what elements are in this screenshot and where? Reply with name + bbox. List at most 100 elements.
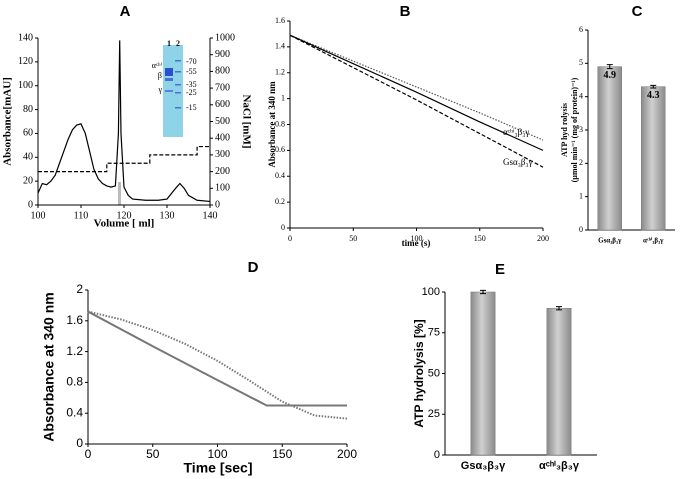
gel-band	[165, 68, 173, 76]
series-label: Gsα₃β₃γ	[503, 157, 533, 167]
y-tick-label: 0	[28, 199, 33, 210]
bar	[597, 66, 622, 231]
y-tick-label: 75	[428, 327, 440, 339]
y2-tick-label: 900	[215, 49, 230, 60]
y2-tick-label: 800	[215, 66, 230, 77]
x-tick-label: Gsα₃β₃γ	[598, 237, 622, 245]
x-tick-label: 140	[203, 210, 218, 221]
y-tick-label: 0	[76, 436, 83, 450]
y-tick-label: 20	[23, 175, 33, 186]
x-tick-label: 150	[474, 234, 486, 243]
y-tick-label: 0	[281, 223, 285, 232]
panel-label: A	[120, 3, 131, 20]
panel-label: B	[400, 3, 411, 20]
gel-marker-label: -70	[186, 57, 197, 66]
y-tick-label: 1.2	[275, 68, 285, 77]
y2-tick-label: 200	[215, 166, 230, 177]
y-tick-label: 0.8	[66, 375, 83, 389]
y-tick-label: 60	[23, 128, 33, 139]
panel-label: E	[495, 261, 505, 278]
x-tick-label: 100	[31, 210, 46, 221]
x-axis-label: time (s)	[402, 238, 431, 248]
error-bar	[480, 289, 486, 295]
y2-tick-label: 100	[215, 183, 230, 194]
y-tick-label: 0.4	[66, 405, 83, 419]
y-tick-label: 50	[428, 367, 440, 379]
panel-label: D	[248, 259, 259, 276]
gel-marker-label: -55	[186, 67, 197, 76]
y-tick-label: 40	[23, 152, 33, 163]
y-tick-label: 1.2	[66, 344, 83, 358]
y2-tick-label: 600	[215, 99, 230, 110]
series-line	[87, 310, 348, 420]
y-tick-label: 140	[18, 32, 33, 43]
y-tick-label: 25	[428, 408, 440, 420]
y2-tick-label: 700	[215, 82, 230, 93]
x-tick-label: 200	[537, 234, 549, 243]
y-axis-label: (μmol min⁻¹ (mg of protein)⁻¹)	[570, 77, 579, 182]
series-line	[289, 34, 544, 151]
gel-band-label: β	[158, 71, 162, 80]
y-tick-label: 0.8	[275, 119, 285, 128]
y-tick-label: 0.4	[275, 171, 285, 180]
y-tick-label: 100	[422, 286, 440, 298]
y-axis-label: ATP hyd rolysis	[560, 103, 569, 157]
error-bar	[556, 306, 562, 311]
y-tick-label: 120	[18, 56, 33, 67]
x-tick-label: 150	[272, 447, 292, 461]
panel-label: C	[632, 3, 643, 20]
y-tick-label: 0.6	[275, 145, 285, 154]
gel-band	[175, 71, 181, 73]
y-tick-label: 1.6	[66, 313, 83, 327]
y-tick-label: 80	[23, 104, 33, 115]
x-tick-label: 50	[349, 234, 357, 243]
y-tick-label: 2	[579, 158, 583, 167]
gel-band	[175, 92, 181, 94]
y2-tick-label: 500	[215, 116, 230, 127]
error-bar	[606, 64, 613, 70]
y-axis-label: Absorbance at 340 nm	[41, 292, 57, 441]
y-axis-label: Absorbance[mAU]	[2, 77, 14, 166]
y2-axis-label: NaCl [mM]	[240, 94, 252, 148]
x-tick-label: 0	[288, 234, 292, 243]
y-tick-label: 0	[434, 449, 440, 461]
gel-band	[165, 90, 173, 92]
y-tick-label: 0.2	[275, 197, 285, 206]
x-tick-label: 100	[411, 234, 423, 243]
y-tick-label: 1.6	[275, 16, 285, 25]
y-tick-label: 5	[579, 58, 583, 67]
y2-tick-label: 0	[215, 199, 220, 210]
series-line	[87, 310, 347, 407]
x-tick-label: 120	[117, 210, 132, 221]
x-tick-label: αᶜʰⁱ₃β₃γ	[643, 236, 664, 245]
gel-band-label: γ	[157, 85, 162, 94]
x-tick-label: Gsα₃β₃γ	[461, 460, 506, 472]
y-tick-label: 1	[579, 191, 583, 200]
x-tick-label: 50	[146, 447, 160, 461]
y-tick-label: 2	[76, 282, 83, 296]
y-tick-label: 100	[18, 80, 33, 91]
y2-tick-label: 1000	[215, 32, 235, 43]
y-tick-label: 0	[579, 225, 583, 234]
gel-band-label: αᶜʰⁱ	[152, 61, 162, 70]
gel-marker-label: -15	[186, 103, 197, 112]
y2-tick-label: 300	[215, 149, 230, 160]
y-tick-label: 4	[579, 91, 583, 100]
y-tick-label: 6	[579, 25, 583, 34]
x-axis-label: Volume [ ml]	[94, 218, 155, 230]
bar	[641, 86, 666, 231]
gel-band	[175, 60, 181, 62]
y-tick-label: 1	[281, 93, 285, 102]
y-tick-label: 3	[579, 125, 583, 134]
gel-lane-label: 2	[176, 39, 180, 48]
y-tick-label: 1.4	[275, 42, 285, 51]
value-label: 4.9	[604, 70, 617, 81]
x-tick-label: 100	[207, 447, 227, 461]
gel-lane-label: 1	[167, 39, 171, 48]
fraction-highlight	[118, 182, 121, 205]
value-label: 4.3	[647, 90, 660, 101]
series-line	[289, 34, 544, 168]
x-axis-label: Time [sec]	[184, 460, 253, 476]
gel-band	[175, 107, 181, 109]
x-tick-label: 110	[74, 210, 89, 221]
